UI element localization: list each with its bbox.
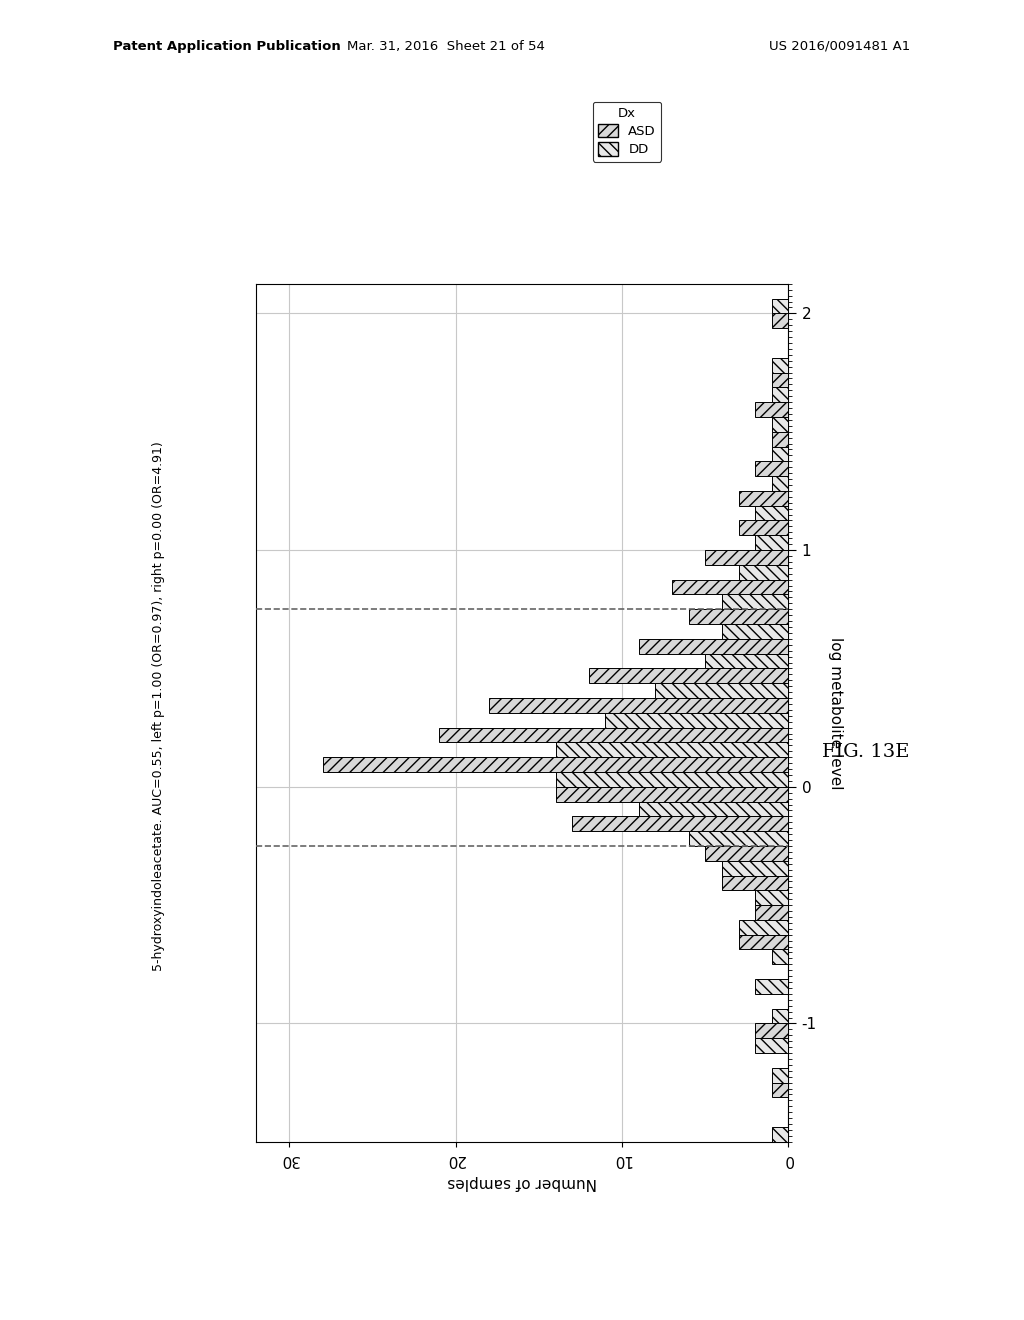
Bar [555,772,788,787]
Bar [439,727,788,742]
Bar [756,536,788,550]
Bar [706,653,788,668]
Bar [572,816,788,832]
Bar [756,506,788,520]
Bar [738,935,788,949]
Text: US 2016/0091481 A1: US 2016/0091481 A1 [769,40,910,53]
Bar [772,417,788,432]
Bar [772,387,788,403]
Bar [555,787,788,801]
Bar [722,624,788,639]
Bar [555,742,788,758]
Bar [756,1023,788,1039]
Bar [772,1127,788,1142]
Bar [706,846,788,861]
Text: FIG. 13E: FIG. 13E [821,743,909,762]
Bar [688,610,788,624]
Legend: ASD, DD: ASD, DD [593,102,662,161]
Bar [756,403,788,417]
Bar [589,668,788,684]
Bar [772,1068,788,1082]
Bar [772,1082,788,1097]
Bar [756,461,788,477]
Bar [722,861,788,875]
Bar [605,713,788,727]
Bar [772,358,788,372]
Bar [722,875,788,890]
Text: Patent Application Publication: Patent Application Publication [113,40,340,53]
Bar [756,890,788,906]
Bar [772,372,788,387]
Bar [672,579,788,594]
Bar [772,432,788,446]
Bar [639,639,788,653]
Bar [489,698,788,713]
Text: 5-hydroxyindoleacetate. AUC=0.55, left p=1.00 (OR=0.97), right p=0.00 (OR=4.91): 5-hydroxyindoleacetate. AUC=0.55, left p… [153,441,165,972]
X-axis label: Number of samples: Number of samples [447,1175,597,1189]
Bar [688,832,788,846]
Bar [738,565,788,579]
Bar [722,594,788,610]
Bar [772,446,788,461]
Bar [772,313,788,329]
Bar [639,801,788,816]
Bar [772,949,788,965]
Bar [772,1008,788,1023]
Text: Mar. 31, 2016  Sheet 21 of 54: Mar. 31, 2016 Sheet 21 of 54 [346,40,545,53]
Bar [772,477,788,491]
Bar [738,920,788,935]
Bar [772,298,788,313]
Bar [756,1039,788,1053]
Bar [756,979,788,994]
Bar [738,491,788,506]
Bar [323,758,788,772]
Bar [706,550,788,565]
Bar [655,684,788,698]
Bar [738,520,788,536]
Y-axis label: log metabolite level: log metabolite level [828,636,843,789]
Bar [756,906,788,920]
